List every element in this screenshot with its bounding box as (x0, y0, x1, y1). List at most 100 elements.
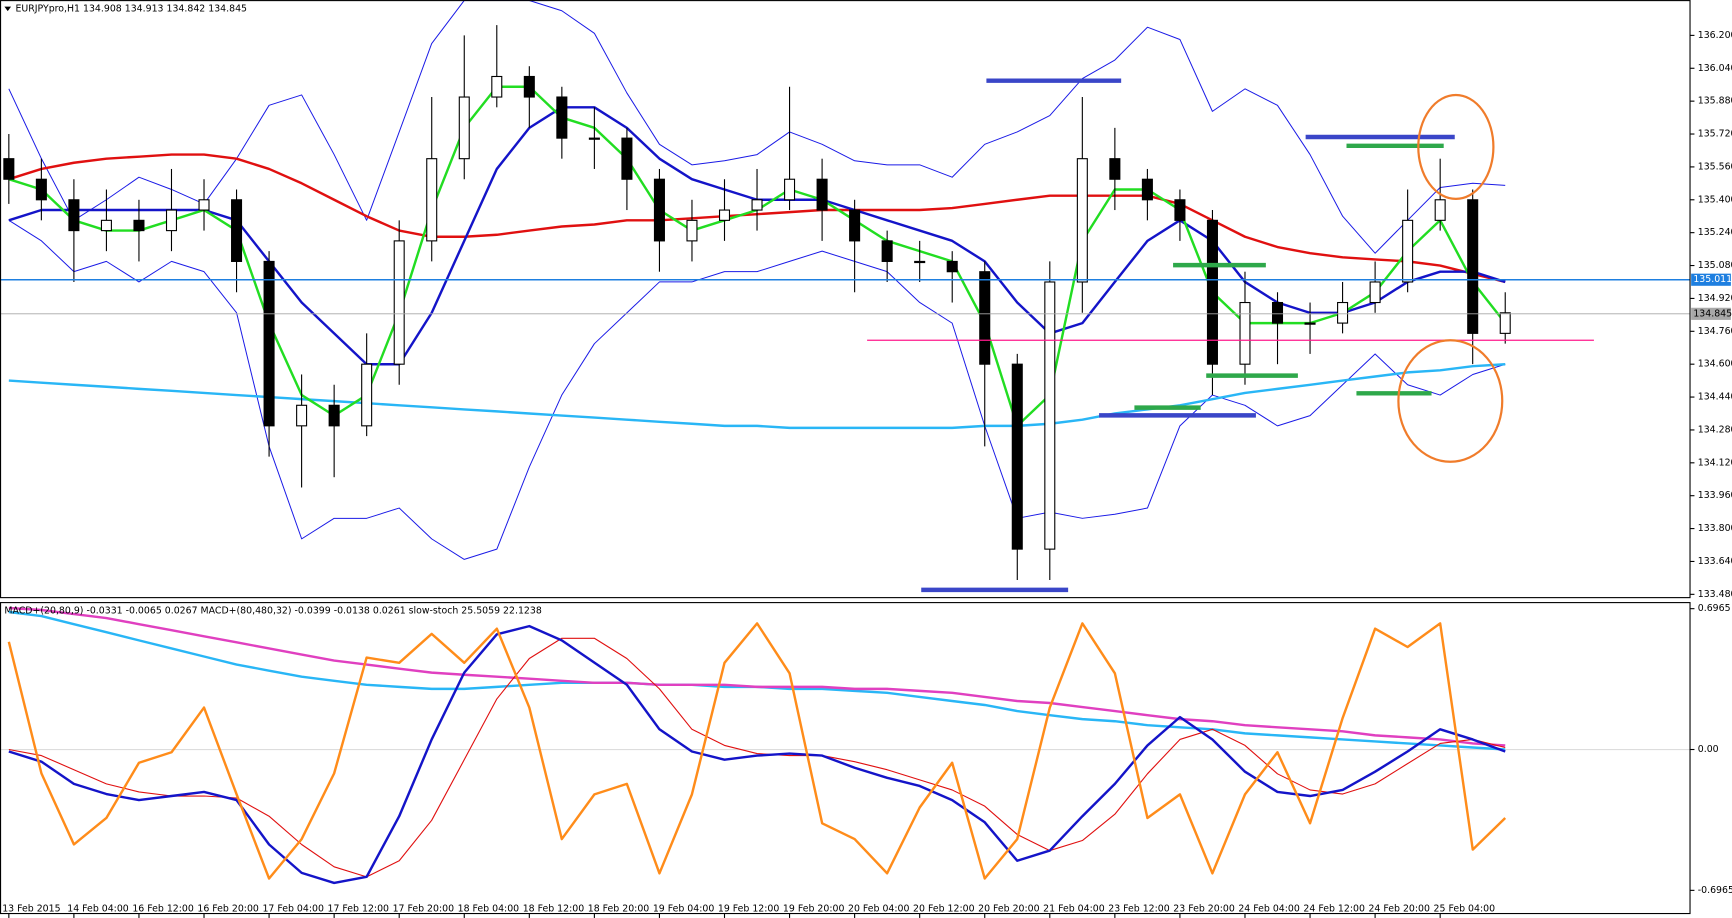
price-label: 135.011 (1693, 274, 1732, 285)
candle-body (849, 209, 861, 242)
candle-body (296, 404, 308, 427)
candle-body (1174, 199, 1186, 221)
candle-body (588, 137, 600, 140)
x-tick-label: 21 Feb 04:00 (1043, 904, 1105, 915)
series-line (8, 363, 1506, 430)
price-plot (0, 0, 1691, 580)
y-tick-label: 135.240 (1698, 227, 1732, 238)
price-frame (0, 0, 1691, 599)
candle-body (3, 158, 15, 180)
candle-body (491, 75, 503, 98)
y-tick-label: 134.760 (1698, 326, 1732, 337)
x-tick-label: 24 Feb 12:00 (1303, 904, 1365, 915)
candle-body (784, 178, 796, 201)
candle-body (946, 260, 958, 273)
x-tick-label: 13 Feb 2015 (2, 904, 60, 915)
indicator-frame (0, 602, 1691, 915)
x-tick-label: 20 Feb 12:00 (913, 904, 975, 915)
y-tick-label: 136.200 (1698, 30, 1732, 41)
y-tick-label: 134.120 (1698, 457, 1732, 468)
x-tick-label: 23 Feb 12:00 (1108, 904, 1170, 915)
series-line (8, 0, 1506, 254)
y-tick-label: 134.440 (1698, 392, 1732, 403)
candle-body (914, 260, 926, 264)
candle-body (1337, 301, 1349, 324)
candle-body (458, 96, 470, 160)
y-tick-label: 134.600 (1698, 359, 1732, 370)
candle-body (1304, 322, 1316, 325)
candle-body (68, 199, 80, 232)
orange-circle (1397, 339, 1504, 463)
candle-body (393, 240, 405, 365)
candle-body (1402, 219, 1414, 283)
y-tick-label: 0.00 (1698, 744, 1719, 755)
x-tick-label: 18 Feb 12:00 (523, 904, 585, 915)
x-tick-label: 17 Feb 12:00 (328, 904, 390, 915)
x-tick-label: 24 Feb 04:00 (1238, 904, 1300, 915)
y-tick-label: 136.040 (1698, 63, 1732, 74)
series-line (7, 622, 1507, 880)
x-tick-label: 16 Feb 20:00 (197, 904, 259, 915)
y-tick-label: 133.640 (1698, 556, 1732, 567)
candle-body (1271, 301, 1284, 324)
y-tick-label: 135.720 (1698, 129, 1732, 140)
candle-body (133, 219, 145, 232)
candle-body (1434, 199, 1446, 221)
series-line (8, 219, 1506, 560)
candle-body (816, 178, 828, 211)
y-tick-label: -0.6965 (1698, 885, 1732, 896)
candle-body (556, 96, 568, 139)
x-tick-label: 23 Feb 20:00 (1173, 904, 1235, 915)
candle-body (1141, 178, 1153, 201)
series-line (8, 637, 1506, 878)
candle-body (718, 209, 731, 221)
y-tick-label: 133.800 (1698, 523, 1732, 534)
price-label-box (1691, 273, 1731, 286)
x-tick-label: 25 Feb 04:00 (1434, 904, 1496, 915)
y-tick-label: 135.400 (1698, 194, 1732, 205)
y-tick-label: 134.920 (1698, 293, 1732, 304)
candle-body (621, 137, 633, 180)
blue-levels (921, 78, 1455, 593)
x-tick-label: 19 Feb 04:00 (653, 904, 715, 915)
y-tick-label: 133.960 (1698, 490, 1732, 501)
menu-arrow[interactable] (4, 6, 12, 12)
candle-body (1076, 158, 1088, 283)
y-tick-label: 135.880 (1698, 96, 1732, 107)
candle-body (1369, 281, 1381, 304)
candle-body (653, 178, 665, 242)
candle-body (523, 75, 535, 98)
candle-body (1044, 281, 1056, 550)
annotations (867, 78, 1594, 593)
x-tick-label: 18 Feb 20:00 (588, 904, 650, 915)
candle-body (1109, 158, 1121, 180)
candle-body (1499, 312, 1511, 334)
candle-body (100, 219, 112, 232)
symbol-header: EURJPYpro,H1 134.908 134.913 134.842 134… (15, 3, 247, 14)
candle-body (1206, 219, 1218, 365)
price-label-box (1691, 307, 1731, 320)
candle-body (231, 199, 243, 262)
candle-body (263, 260, 275, 427)
x-tick-label: 17 Feb 20:00 (393, 904, 455, 915)
candle-body (751, 199, 763, 211)
candle-body (361, 363, 373, 427)
x-tick-label: 24 Feb 20:00 (1368, 904, 1430, 915)
indicator-plot (0, 606, 1691, 885)
orange-circle (1417, 93, 1495, 200)
candle-body (198, 199, 210, 211)
x-tick-label: 14 Feb 04:00 (67, 904, 129, 915)
x-tick-label: 20 Feb 04:00 (848, 904, 910, 915)
x-tick-label: 19 Feb 20:00 (783, 904, 845, 915)
indicator-header: MACD+(20,80,9) -0.0331 -0.0065 0.0267 MA… (4, 605, 541, 616)
x-tick-label: 19 Feb 12:00 (718, 904, 780, 915)
x-tick-label: 16 Feb 12:00 (132, 904, 194, 915)
candle-body (1239, 301, 1251, 365)
y-tick-label: 135.560 (1698, 161, 1732, 172)
candle-body (686, 219, 698, 242)
green-levels (1134, 143, 1444, 410)
x-tick-label: 18 Feb 04:00 (458, 904, 520, 915)
